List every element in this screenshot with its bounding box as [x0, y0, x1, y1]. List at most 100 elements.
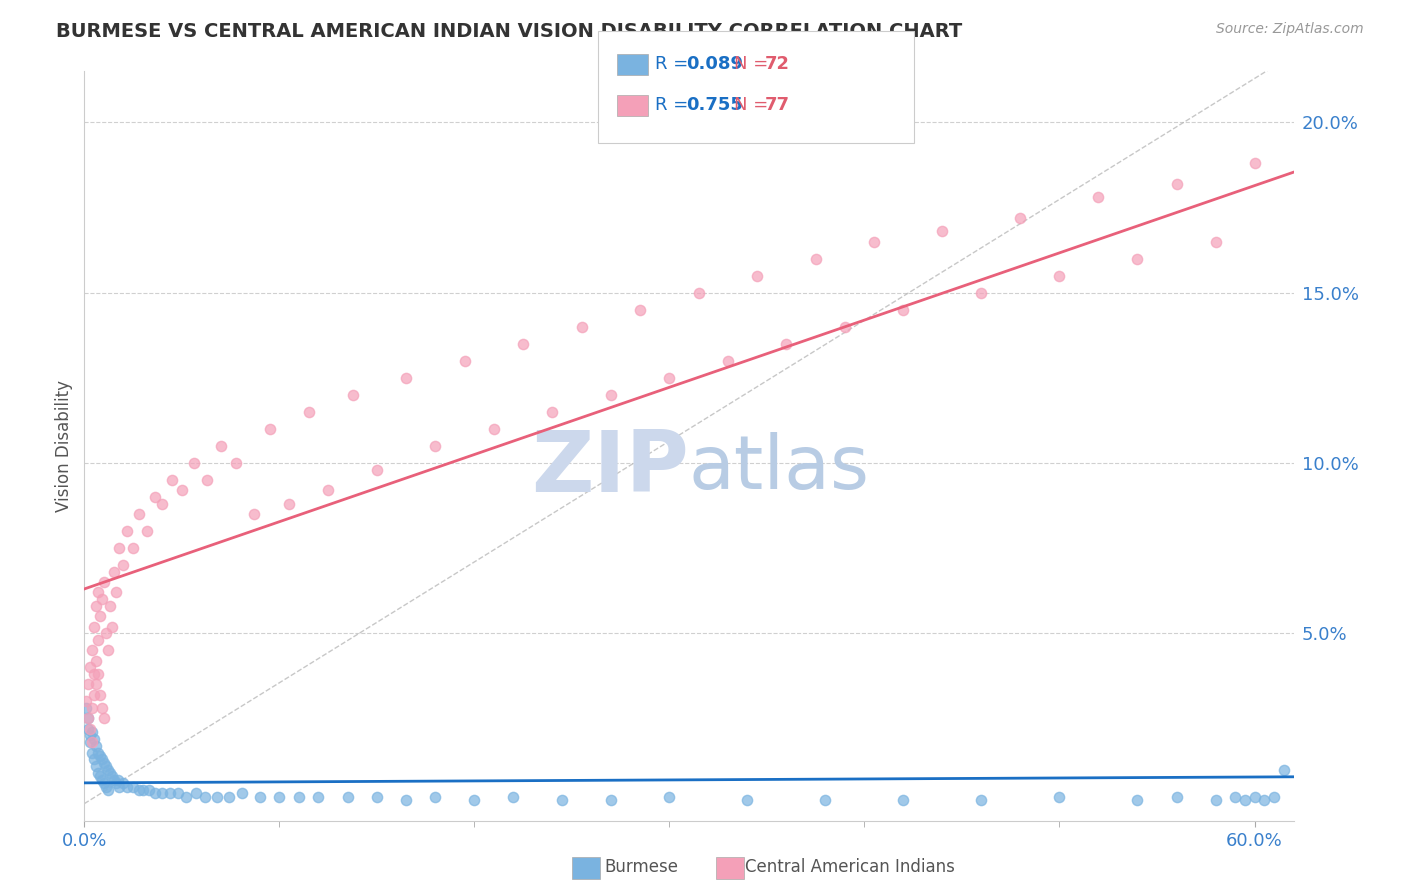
Point [737, 793, 759, 807]
Point [395, 371, 418, 385]
Point [243, 507, 266, 521]
Point [600, 388, 623, 402]
Point [307, 789, 329, 804]
Point [128, 783, 150, 797]
Point [298, 405, 321, 419]
Point [183, 456, 205, 470]
Point [87, 585, 110, 599]
Y-axis label: Vision Disability: Vision Disability [55, 380, 73, 512]
Point [143, 490, 166, 504]
Point [1166, 789, 1188, 804]
Point [89, 688, 111, 702]
Point [87, 766, 110, 780]
Point [316, 483, 339, 498]
Point [122, 541, 145, 556]
Point [970, 285, 993, 300]
Point [970, 793, 993, 807]
Point [463, 793, 485, 807]
Point [83, 667, 105, 681]
Point [931, 224, 953, 238]
Text: Source: ZipAtlas.com: Source: ZipAtlas.com [1216, 22, 1364, 37]
Point [94, 780, 117, 794]
Point [103, 772, 125, 787]
Point [184, 786, 207, 800]
Point [104, 585, 127, 599]
Point [150, 497, 173, 511]
Point [79, 660, 101, 674]
Point [225, 456, 247, 470]
Point [1223, 789, 1246, 804]
Point [90, 752, 112, 766]
Text: ZIP: ZIP [531, 427, 689, 510]
Point [97, 783, 120, 797]
Point [97, 643, 120, 657]
Point [775, 336, 797, 351]
Point [159, 786, 181, 800]
Point [77, 677, 100, 691]
Point [98, 599, 121, 613]
Point [82, 735, 104, 749]
Point [502, 789, 524, 804]
Point [135, 524, 157, 538]
Point [893, 793, 915, 807]
Point [658, 789, 681, 804]
Point [249, 789, 271, 804]
Point [209, 439, 232, 453]
Point [288, 789, 311, 804]
Point [551, 793, 574, 807]
Text: 0.755: 0.755 [686, 96, 742, 114]
Point [170, 483, 193, 498]
Point [79, 722, 101, 736]
Point [1126, 252, 1149, 266]
Point [132, 783, 155, 797]
Point [107, 772, 129, 787]
Point [90, 772, 112, 787]
Point [218, 789, 240, 804]
Point [893, 302, 915, 317]
Point [814, 793, 837, 807]
Point [108, 541, 131, 556]
Point [138, 783, 160, 797]
Point [104, 776, 127, 790]
Point [1010, 211, 1032, 225]
Point [688, 285, 710, 300]
Point [1205, 235, 1227, 249]
Point [84, 739, 107, 753]
Point [628, 302, 651, 317]
Text: N =: N = [734, 96, 773, 114]
Text: Central American Indians: Central American Indians [745, 858, 955, 876]
Point [1233, 793, 1256, 807]
Point [122, 780, 145, 794]
Point [75, 694, 97, 708]
Point [231, 786, 253, 800]
Point [82, 725, 104, 739]
Point [83, 731, 105, 746]
Point [82, 746, 104, 760]
Point [1049, 268, 1071, 283]
Point [90, 701, 112, 715]
Point [342, 388, 364, 402]
Point [84, 654, 107, 668]
Text: atlas: atlas [689, 432, 870, 505]
Point [93, 575, 115, 590]
Point [174, 789, 197, 804]
Point [395, 793, 418, 807]
Point [82, 643, 104, 657]
Point [366, 463, 388, 477]
Text: 72: 72 [765, 55, 790, 73]
Point [269, 789, 291, 804]
Point [82, 701, 104, 715]
Point [1205, 793, 1227, 807]
Point [117, 524, 139, 538]
Point [89, 748, 111, 763]
Point [77, 722, 100, 736]
Point [90, 592, 112, 607]
Point [1263, 789, 1285, 804]
Point [87, 746, 110, 760]
Point [100, 769, 122, 783]
Point [128, 507, 150, 521]
Point [1272, 763, 1295, 777]
Point [79, 729, 101, 743]
Point [747, 268, 769, 283]
Point [541, 405, 564, 419]
